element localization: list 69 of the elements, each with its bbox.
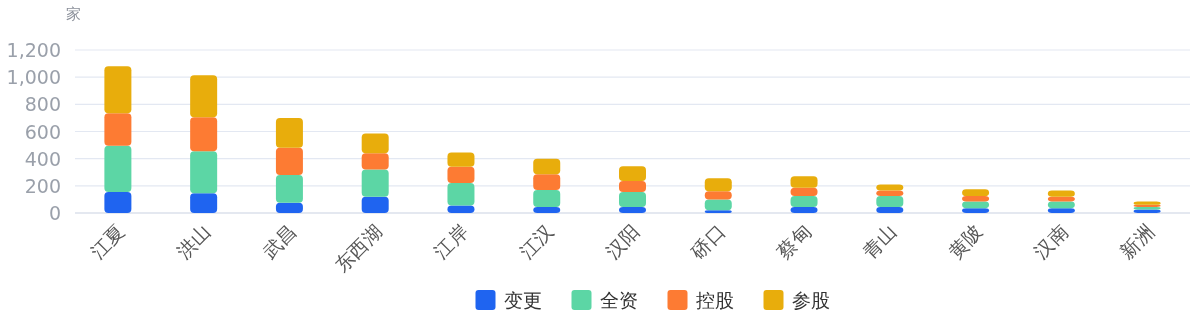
bar [104, 113, 132, 146]
x-tick-label: 东西湖 [330, 220, 387, 277]
legend-label: 控股 [695, 289, 734, 311]
x-tick-label: 江汉 [515, 220, 558, 263]
bar [275, 174, 303, 203]
y-tick-label: 0 [48, 202, 61, 224]
y-tick-label: 1,200 [6, 39, 61, 61]
y-tick-label: 600 [24, 120, 61, 143]
bar [790, 196, 818, 207]
bar [1047, 190, 1075, 197]
x-tick-label: 汉南 [1029, 220, 1073, 263]
bar [190, 75, 218, 118]
x-tick-label: 洪山 [172, 220, 215, 263]
bar [361, 196, 389, 213]
bar [1047, 201, 1075, 209]
bar [104, 191, 132, 213]
y-tick-label: 200 [24, 174, 61, 197]
y-tick-label: 800 [24, 93, 61, 116]
bar [361, 133, 389, 154]
bar [190, 151, 218, 194]
x-tick-label: 新洲 [1115, 220, 1158, 263]
y-axis-title: 家 [66, 5, 81, 23]
bar [533, 174, 561, 190]
bar [533, 189, 561, 207]
bar [104, 145, 132, 192]
bar [619, 181, 646, 192]
bar [704, 191, 732, 200]
bar [533, 158, 561, 175]
bar [104, 66, 132, 114]
bar [361, 169, 389, 197]
bar [1047, 208, 1075, 213]
bar [190, 193, 218, 213]
bar [447, 166, 475, 184]
bar [876, 196, 904, 207]
y-tick-label: 400 [24, 147, 61, 170]
bar [876, 206, 904, 213]
bar [790, 206, 818, 213]
x-tick-label: 黄陂 [943, 220, 987, 263]
bar [275, 117, 303, 148]
legend-label: 全资 [599, 289, 638, 311]
bar [704, 178, 732, 192]
bar [962, 201, 990, 209]
x-tick-label: 青山 [858, 220, 901, 263]
bar [275, 147, 303, 175]
x-tick-label: 武昌 [257, 220, 301, 263]
bar [962, 208, 990, 213]
legend-label: 参股 [791, 289, 830, 311]
bar [533, 206, 561, 213]
bar [704, 210, 732, 213]
bar [619, 166, 646, 182]
bar [361, 153, 389, 170]
legend-label: 变更 [503, 289, 542, 311]
bar [190, 117, 218, 152]
y-tick-label: 1,000 [6, 66, 61, 89]
x-tick-label: 江夏 [86, 220, 129, 263]
bar [447, 152, 475, 167]
x-tick-label: 江岸 [429, 220, 472, 263]
bar [876, 184, 904, 191]
bar [962, 189, 990, 197]
x-tick-label: 硚口 [685, 220, 730, 264]
bar [790, 176, 818, 188]
bar [619, 206, 646, 213]
bar [275, 202, 303, 213]
bar [447, 183, 475, 206]
bar [619, 191, 646, 207]
x-tick-label: 蔡甸 [772, 220, 815, 263]
bar [790, 187, 818, 197]
x-tick-label: 汉阳 [600, 220, 644, 263]
bar [704, 199, 732, 211]
